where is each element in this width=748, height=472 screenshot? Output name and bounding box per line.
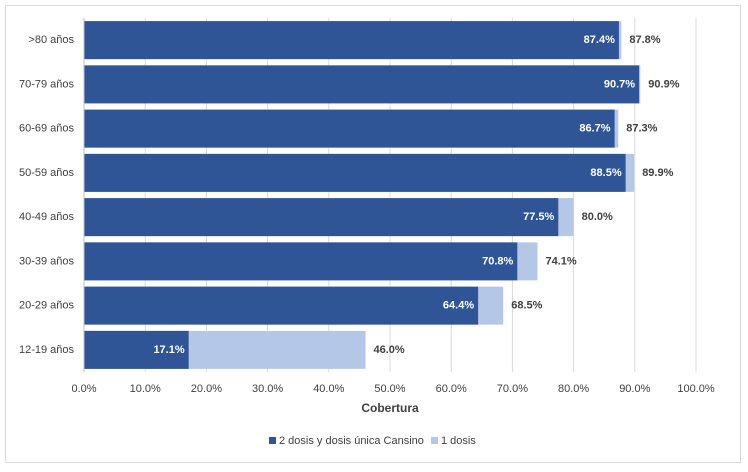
category-label: 50-59 años	[19, 167, 75, 179]
data-label-1-dosis: 87.3%	[626, 123, 657, 135]
category-label: 30-39 años	[19, 255, 75, 267]
bar-2-dosis	[84, 242, 518, 281]
x-tick-label: 60.0%	[436, 383, 467, 395]
category-label: 60-69 años	[19, 123, 75, 135]
x-tick-label: 40.0%	[313, 383, 344, 395]
x-tick-label: 80.0%	[558, 383, 589, 395]
data-label-2-dosis: 86.7%	[579, 123, 610, 135]
category-label: 12-19 años	[19, 344, 75, 356]
data-label-1-dosis: 68.5%	[511, 300, 542, 312]
data-label-2-dosis: 64.4%	[443, 300, 474, 312]
data-label-1-dosis: 90.9%	[648, 78, 679, 90]
bar-2-dosis	[84, 65, 640, 104]
data-label-2-dosis: 90.7%	[604, 78, 635, 90]
data-label-1-dosis: 87.8%	[629, 34, 660, 46]
bar-2-dosis	[84, 21, 619, 60]
data-label-2-dosis: 70.8%	[482, 255, 513, 267]
category-label: >80 años	[28, 34, 74, 46]
bar-2-dosis	[84, 198, 559, 237]
legend-swatch-1-dosis	[431, 437, 438, 444]
category-label: 70-79 años	[19, 78, 75, 90]
category-label: 40-49 años	[19, 211, 75, 223]
x-tick-label: 70.0%	[497, 383, 528, 395]
x-tick-label: 30.0%	[252, 383, 283, 395]
legend-swatch-2-dosis	[269, 437, 276, 444]
x-tick-label: 20.0%	[191, 383, 222, 395]
data-label-1-dosis: 74.1%	[545, 255, 576, 267]
x-axis-title: Cobertura	[361, 401, 419, 415]
bar-2-dosis	[84, 330, 189, 369]
data-label-1-dosis: 46.0%	[374, 344, 405, 356]
x-tick-label: 100.0%	[677, 383, 715, 395]
legend-label-1-dosis: 1 dosis	[441, 435, 476, 447]
data-label-1-dosis: 80.0%	[582, 211, 613, 223]
bar-2-dosis	[84, 286, 479, 325]
data-label-2-dosis: 87.4%	[584, 34, 615, 46]
category-label: 20-29 años	[19, 300, 75, 312]
data-label-2-dosis: 77.5%	[523, 211, 554, 223]
bar-2-dosis	[84, 153, 626, 192]
data-label-2-dosis: 17.1%	[153, 344, 184, 356]
data-label-1-dosis: 89.9%	[642, 167, 673, 179]
x-tick-label: 10.0%	[130, 383, 161, 395]
x-tick-label: 90.0%	[619, 383, 650, 395]
x-tick-label: 0.0%	[71, 383, 96, 395]
legend-label-2-dosis: 2 dosis y dosis única Cansino	[279, 435, 424, 447]
bar-2-dosis	[84, 109, 615, 148]
data-label-2-dosis: 88.5%	[590, 167, 621, 179]
x-tick-label: 50.0%	[374, 383, 405, 395]
